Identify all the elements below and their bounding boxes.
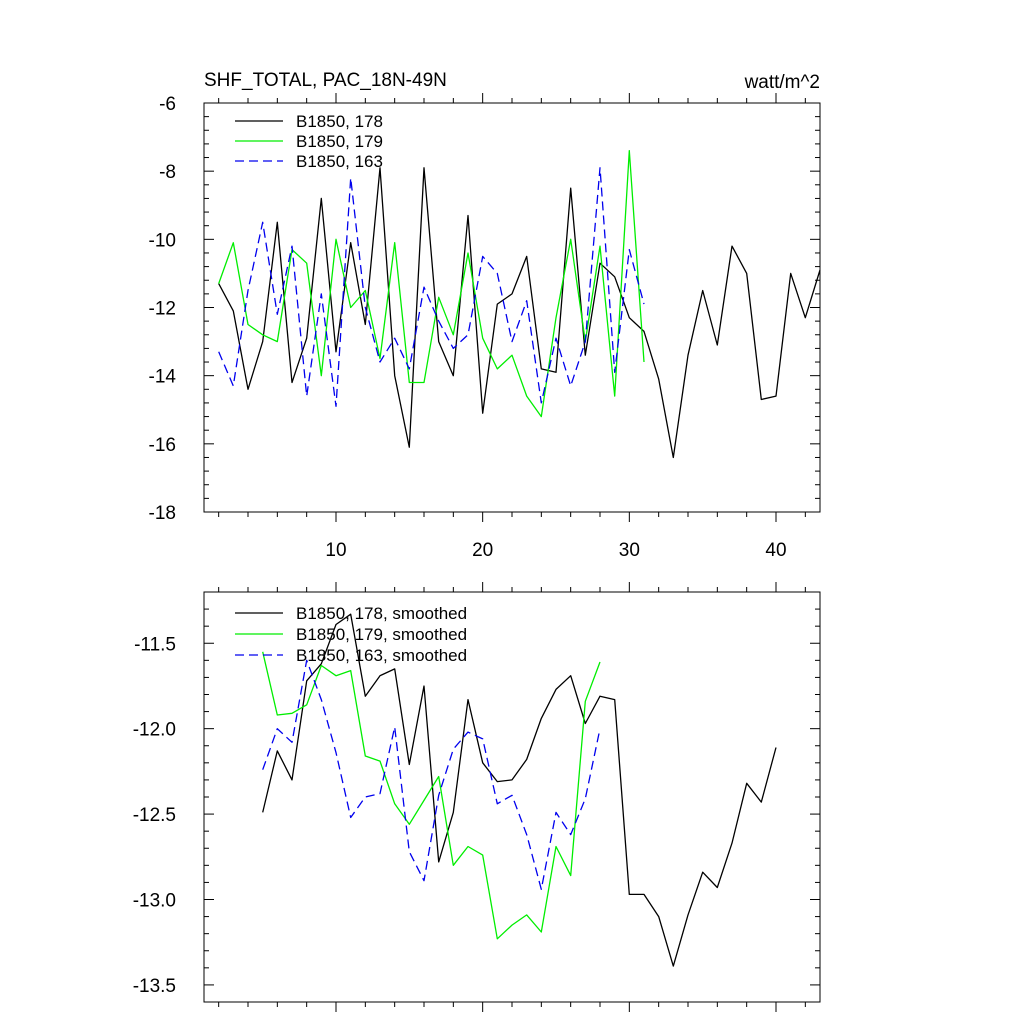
- x-tick-label: 40: [765, 540, 786, 561]
- legend-label-1: B1850, 178, smoothed: [296, 604, 467, 623]
- x-tick-label: 30: [619, 540, 640, 561]
- chart-units: watt/m^2: [744, 72, 820, 93]
- series-line-3: [218, 167, 645, 407]
- y-tick-label: -13.5: [133, 976, 176, 997]
- y-tick-label: -16: [149, 435, 176, 456]
- y-tick-label: -12.0: [133, 720, 176, 741]
- series-line-3: [262, 659, 601, 890]
- bottom-panel: -13.5 -13.0 -12.5 -12.0 -11.5 B1850, 178, smo…: [133, 582, 821, 1012]
- series-line-1: [218, 167, 821, 459]
- chart-title: SHF_TOTAL, PAC_18N-49N: [204, 70, 447, 91]
- series-line-2: [262, 651, 601, 940]
- y-tick-label: -14: [149, 367, 177, 388]
- legend-label-2: B1850, 179: [296, 132, 383, 151]
- y-tick-label: -12: [149, 299, 176, 320]
- x-tick-label: 20: [472, 540, 493, 561]
- y-tick-label: -18: [149, 503, 176, 524]
- legend-label-2: B1850, 179, smoothed: [296, 625, 467, 644]
- y-tick-label: -13.0: [133, 891, 176, 912]
- y-tick-label: -11.5: [134, 634, 176, 655]
- legend-label-3: B1850, 163, smoothed: [296, 646, 467, 665]
- series-line-2: [218, 150, 645, 418]
- y-tick-label: -10: [149, 230, 176, 251]
- y-tick-label: -12.5: [133, 805, 176, 826]
- x-tick-label: 10: [325, 540, 346, 561]
- y-tick-label: -8: [159, 162, 176, 183]
- y-tick-label: -6: [159, 94, 176, 115]
- legend-label-1: B1850, 178: [296, 112, 383, 131]
- series-line-1: [262, 613, 777, 967]
- legend-label-3: B1850, 163: [296, 152, 383, 171]
